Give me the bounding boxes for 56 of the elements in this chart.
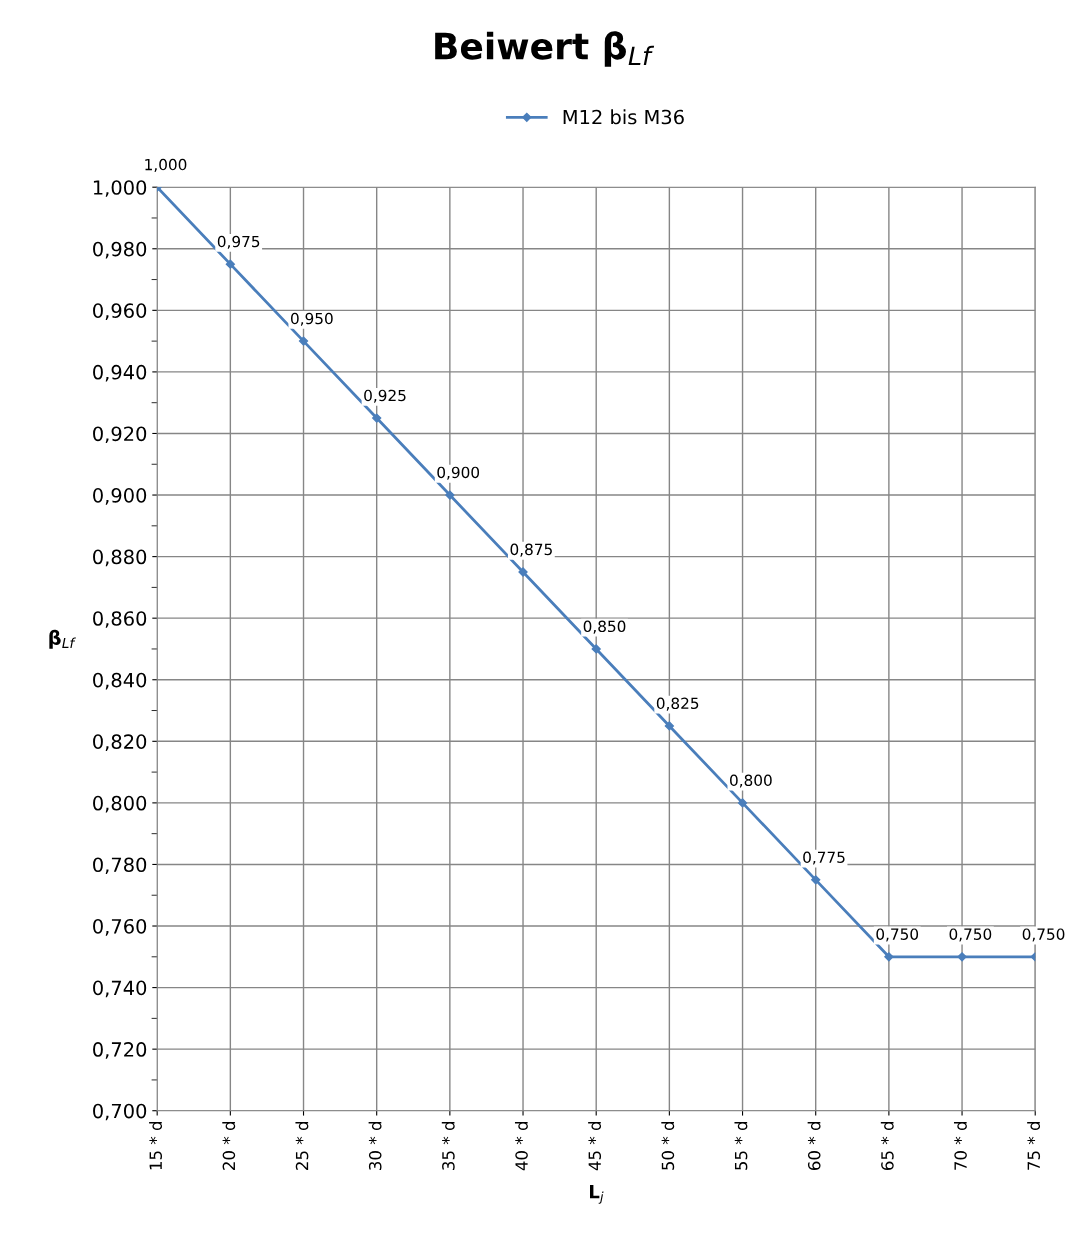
data-label: 0,925 (364, 389, 406, 403)
data-label: 0,950 (290, 312, 333, 326)
y-tick-label: 1,000 (93, 180, 147, 197)
y-tick-label: 0,800 (93, 795, 147, 813)
y-tick-label: 0,820 (93, 734, 147, 751)
point (884, 952, 894, 962)
point (372, 413, 382, 423)
data-label: 0,800 (730, 774, 772, 788)
data-label: 0,900 (437, 466, 480, 480)
point (591, 644, 601, 654)
y-tick-label: 0,940 (93, 364, 147, 382)
y-tick-label: 0,840 (93, 672, 147, 690)
point (664, 721, 674, 731)
data-label: 0,825 (656, 697, 699, 711)
x-tick-label: 30 * d (368, 1121, 382, 1170)
y-tick-label: 0,760 (93, 918, 147, 936)
point (811, 875, 821, 885)
y-tick-label: 0,780 (93, 857, 147, 875)
data-label: 0,750 (1022, 928, 1065, 942)
y-tick-label: 0,920 (93, 426, 147, 444)
x-tick-label: 60 * d (807, 1121, 821, 1170)
x-axis-title: L$_{j}$ (590, 1185, 604, 1204)
x-tick-label: 25 * d (295, 1121, 309, 1170)
y-tick-label: 0,740 (93, 980, 147, 998)
data-label: 0,775 (803, 851, 845, 865)
x-tick-label: 65 * d (880, 1121, 894, 1170)
x-tick-label: 70 * d (953, 1121, 967, 1170)
y-tick-label: 0,700 (93, 1103, 147, 1121)
x-tick-label: 75 * d (1027, 1121, 1041, 1170)
data-label: 0,750 (876, 928, 919, 942)
point (225, 259, 235, 269)
data-label: 0,975 (217, 235, 260, 249)
data-label: 0,850 (583, 620, 626, 634)
point (445, 490, 455, 500)
x-tick-label: 20 * d (222, 1121, 236, 1170)
legend-label: M12 bis M36 (563, 109, 684, 125)
y-tick-label: 0,880 (93, 549, 147, 567)
point (298, 336, 309, 346)
point (957, 952, 967, 962)
y-tick-label: 0,720 (93, 1042, 147, 1059)
x-tick-label: 45 * d (588, 1121, 602, 1171)
chart-title: Beiwert β$_{Lf}$ (435, 31, 655, 67)
data-label: 0,875 (510, 543, 552, 557)
x-tick-label: 15 * d (149, 1121, 163, 1170)
y-axis-title: β$_{Lf}$ (49, 629, 76, 649)
y-tick-label: 0,860 (93, 611, 147, 628)
y-tick-label: 0,900 (93, 488, 147, 505)
data-label: 0,750 (949, 928, 992, 942)
x-tick-label: 40 * d (514, 1121, 528, 1171)
data-label: 1,000 (145, 158, 187, 172)
y-tick-label: 0,960 (93, 303, 147, 320)
point (737, 798, 748, 808)
x-tick-label: 50 * d (661, 1121, 675, 1170)
y-tick-label: 0,980 (93, 241, 147, 259)
x-tick-label: 35 * d (441, 1121, 455, 1170)
x-tick-label: 55 * d (734, 1121, 748, 1170)
